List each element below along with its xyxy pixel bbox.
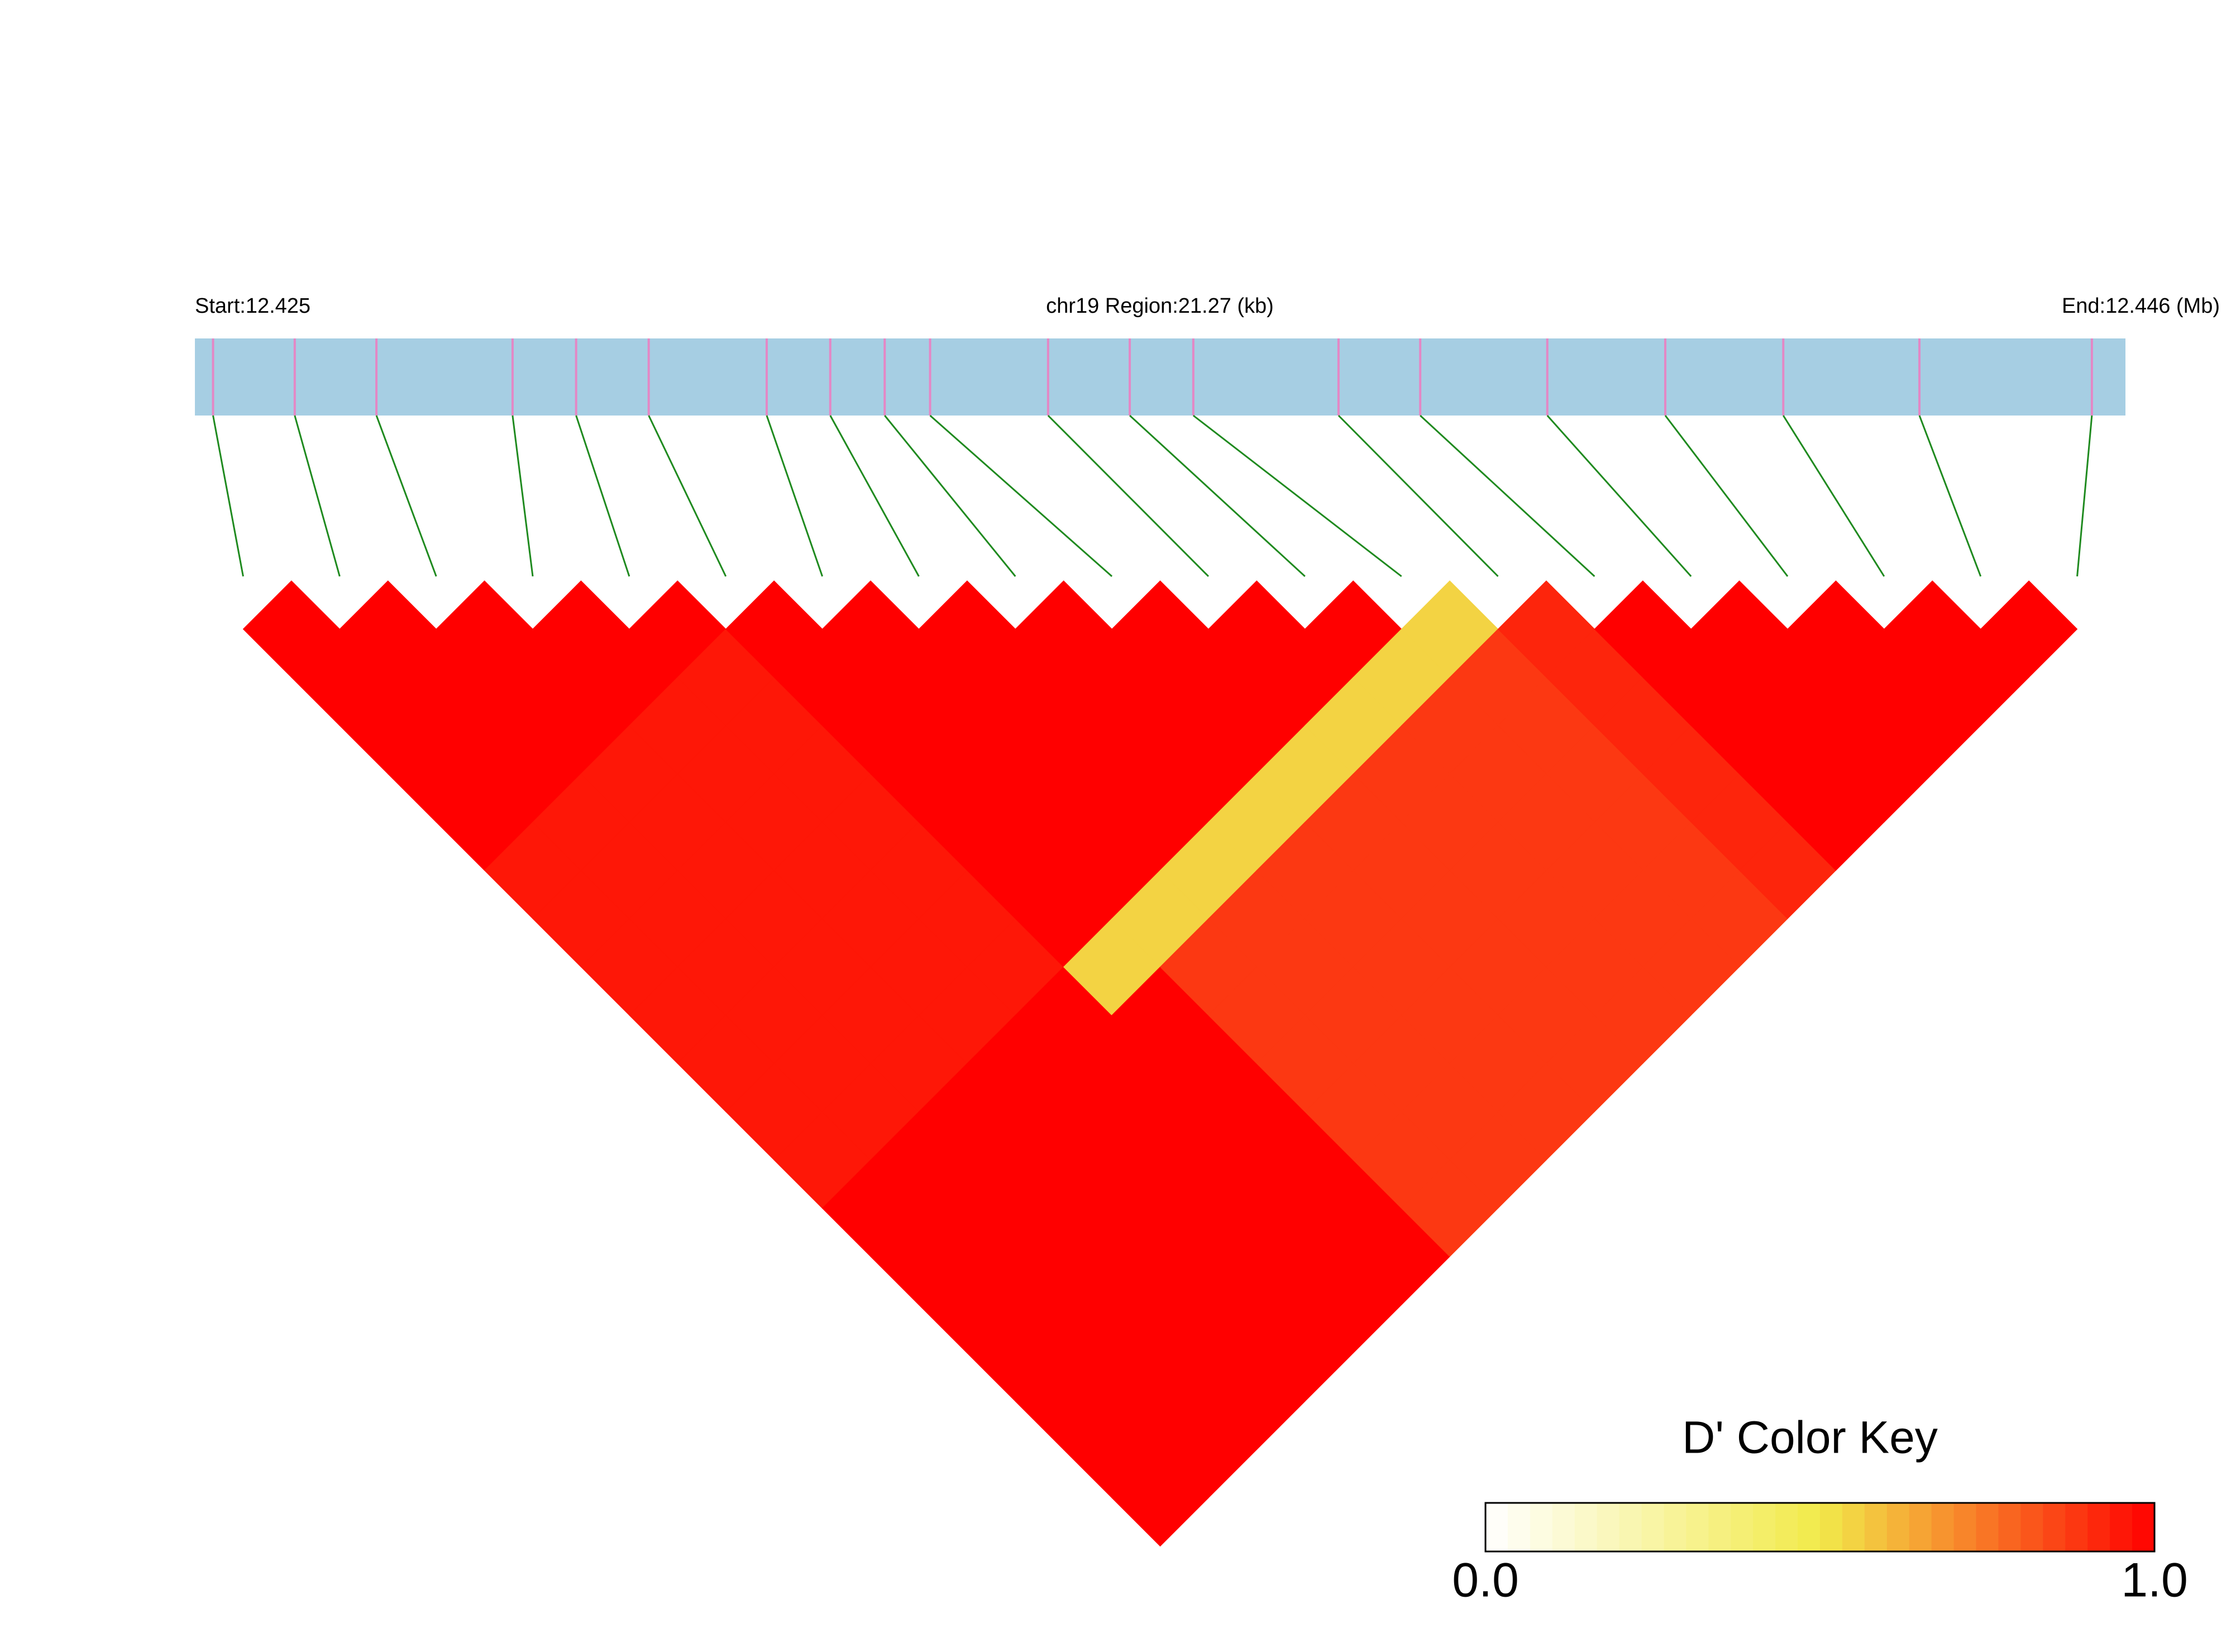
key-tick-label: 0.0: [1452, 1554, 1519, 1607]
key-swatch: [1664, 1503, 1687, 1551]
key-swatch: [1953, 1503, 1977, 1551]
key-swatch: [1597, 1503, 1620, 1551]
end-label: End:12.446 (Mb): [2062, 294, 2220, 318]
snp-link: [929, 414, 1113, 577]
key-swatch: [1998, 1503, 2021, 1551]
key-swatch: [1619, 1503, 1642, 1551]
key-swatch: [1886, 1503, 1910, 1551]
snp-link: [648, 415, 727, 577]
snp-link: [1337, 414, 1499, 577]
start-label: Start:12.425: [195, 294, 310, 318]
key-tick-label: 1.0: [2121, 1554, 2188, 1607]
region-label: chr19 Region:21.27 (kb): [1046, 294, 1274, 318]
key-swatch: [2132, 1503, 2155, 1551]
key-swatch: [1731, 1503, 1754, 1551]
key-swatch: [1641, 1503, 1664, 1551]
snp-link: [884, 415, 1016, 577]
snp-link: [294, 415, 341, 577]
snp-link: [1047, 414, 1209, 577]
snp-link: [512, 415, 534, 577]
snp-link: [766, 415, 823, 577]
snp-link: [375, 415, 437, 577]
snp-link: [212, 415, 244, 577]
snp-link: [575, 415, 630, 577]
key-swatch: [1507, 1503, 1531, 1551]
snp-link: [1546, 415, 1692, 577]
key-swatch: [1530, 1503, 1553, 1551]
key-swatch: [1552, 1503, 1575, 1551]
key-swatch: [1931, 1503, 1955, 1551]
key-title: D' Color Key: [1682, 1412, 1938, 1463]
snp-link: [1782, 415, 1885, 577]
snp-link: [1129, 414, 1306, 577]
key-swatch: [1708, 1503, 1731, 1551]
key-swatch: [1842, 1503, 1865, 1551]
key-swatch: [1820, 1503, 1843, 1551]
key-frame: [1484, 1502, 2156, 1553]
snp-link: [1918, 415, 1982, 577]
key-swatch: [1976, 1503, 1999, 1551]
key-swatch: [2110, 1503, 2133, 1551]
position-track: [195, 338, 2125, 416]
snp-link: [829, 415, 920, 577]
key-swatch: [2043, 1503, 2066, 1551]
snp-link: [1192, 414, 1402, 577]
snp-link: [2076, 415, 2093, 577]
snp-link: [1420, 414, 1595, 577]
key-swatch: [1485, 1503, 1508, 1551]
key-swatch: [1686, 1503, 1709, 1551]
key-swatch: [2087, 1503, 2110, 1551]
snp-link: [1664, 415, 1789, 577]
ld-cell: [1980, 580, 2078, 678]
key-swatch: [1798, 1503, 1821, 1551]
key-swatch: [1753, 1503, 1776, 1551]
key-swatch: [2065, 1503, 2088, 1551]
key-swatch: [1574, 1503, 1598, 1551]
key-swatch: [2020, 1503, 2043, 1551]
key-swatch: [1909, 1503, 1932, 1551]
key-swatch: [1864, 1503, 1888, 1551]
key-swatch: [1775, 1503, 1798, 1551]
